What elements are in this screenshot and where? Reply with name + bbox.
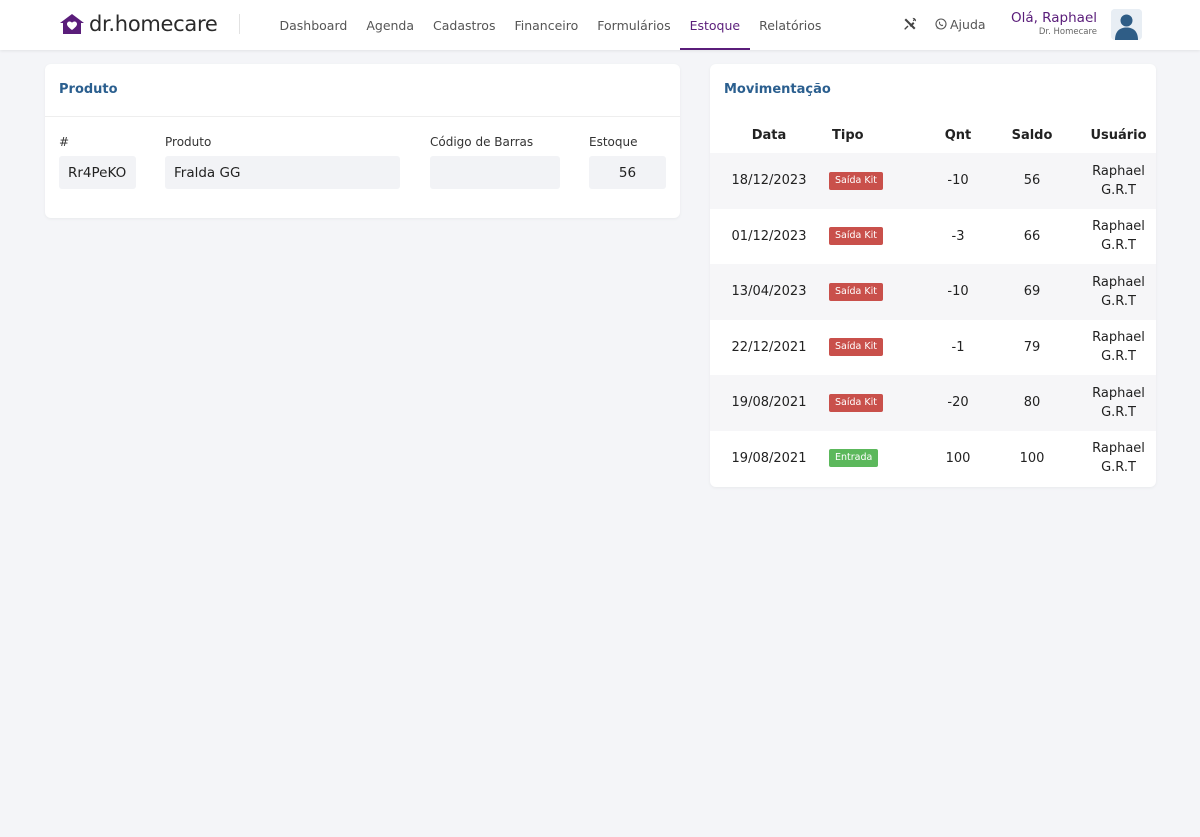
table-header-row: Data Tipo Qnt Saldo Usuário [710,117,1156,153]
column-header-tipo: Tipo [832,127,864,143]
estoque-field[interactable] [589,156,666,189]
nav-item-estoque[interactable]: Estoque [680,0,750,50]
brand-name: dr.homecare [89,12,218,36]
cell-qnt: -1 [951,339,965,355]
barcode-field[interactable] [430,156,560,189]
cell-data: 18/12/2023 [710,153,828,209]
cell-data: 22/12/2021 [731,339,807,355]
user-avatar-icon[interactable] [1111,9,1142,40]
cell-tipo: Saída Kit [828,209,933,265]
cell-tipo: Saída Kit [828,375,933,431]
tools-icon[interactable] [902,16,918,32]
barcode-label: Código de Barras [430,135,534,149]
cell-qnt: -10 [933,264,983,320]
whatsapp-icon [935,18,947,30]
table-row: 13/04/2023 Saída Kit -10 69 Raphael G.R.… [710,264,1156,320]
table-row: 19/08/2021 Saída Kit -20 80 Raphael G.R.… [710,375,1156,431]
card-divider [45,116,680,117]
id-label: # [59,135,70,149]
cell-tipo: Saída Kit [828,264,933,320]
produto-card: Produto # Produto Código de Barras Estoq… [45,64,680,218]
brand-logo[interactable]: dr.homecare [59,11,218,37]
user-company: Dr. Homecare [1038,27,1097,37]
cell-usuario: Raphael G.R.T [1081,375,1156,431]
help-link[interactable]: Ajuda [935,15,986,33]
nav-item-cadastros[interactable]: Cadastros [433,17,496,33]
cell-data: 19/08/2021 [710,375,828,431]
column-header-saldo: Saldo [1011,127,1053,143]
cell-qnt: -10 [933,153,983,209]
top-navbar: dr.homecare Dashboard Agenda Cadastros F… [0,0,1200,50]
nav-item-relatorios[interactable]: Relatórios [759,17,822,33]
status-badge: Entrada [829,449,879,468]
brand-divider [239,14,240,34]
main-nav: Dashboard Agenda Cadastros Financeiro Fo… [270,0,831,50]
nav-item-financeiro[interactable]: Financeiro [514,17,579,33]
cell-data: 13/04/2023 [710,264,828,320]
column-header-usuario: Usuário [1090,127,1147,143]
movimentacao-card: Movimentação Data Tipo Qnt Saldo Usuário… [710,64,1156,487]
movimentacao-card-title: Movimentação [724,82,831,97]
cell-usuario: Raphael G.R.T [1081,264,1156,320]
column-header-qnt: Qnt [944,127,972,143]
cell-saldo: 80 [983,375,1081,431]
cell-tipo: Saída Kit [828,320,933,376]
column-header-data: Data [751,127,787,143]
cell-tipo: Saída Kit [828,153,933,209]
cell-saldo: 79 [1023,339,1041,355]
cell-usuario: Raphael G.R.T [1092,441,1145,476]
produto-label: Produto [165,135,212,149]
user-greeting: Olá, Raphael [1010,10,1097,26]
table-row: 01/12/2023 Saída Kit -3 66 Raphael G.R.T [710,209,1156,265]
cell-saldo: 69 [983,264,1081,320]
nav-item-formularios[interactable]: Formulários [597,17,671,33]
status-badge: Saída Kit [829,171,883,190]
cell-usuario: Raphael G.R.T [1092,330,1145,365]
cell-saldo: 56 [983,153,1081,209]
user-menu[interactable]: Olá, Raphael Dr. Homecare [1011,9,1097,38]
status-badge: Saída Kit [829,282,883,301]
cell-data: 01/12/2023 [731,228,807,244]
nav-item-dashboard[interactable]: Dashboard [279,17,348,33]
produto-field[interactable] [165,156,400,189]
produto-card-title: Produto [59,82,118,97]
id-field[interactable] [59,156,136,189]
cell-qnt: 100 [945,450,971,466]
cell-tipo: Entrada [828,431,933,487]
cell-usuario: Raphael G.R.T [1092,219,1145,254]
movimentacao-table: Data Tipo Qnt Saldo Usuário 18/12/2023 S… [710,117,1156,486]
table-row: 19/08/2021 Entrada 100 100 Raphael G.R.T [710,431,1156,487]
table-row: 22/12/2021 Saída Kit -1 79 Raphael G.R.T [710,320,1156,376]
estoque-label: Estoque [589,135,638,149]
cell-saldo: 66 [1023,228,1041,244]
cell-saldo: 100 [1019,450,1045,466]
table-row: 18/12/2023 Saída Kit -10 56 Raphael G.R.… [710,153,1156,209]
cell-usuario: Raphael G.R.T [1081,153,1156,209]
status-badge: Saída Kit [829,338,883,357]
cell-data: 19/08/2021 [731,450,807,466]
nav-item-agenda[interactable]: Agenda [366,17,415,33]
help-label: Ajuda [950,16,986,32]
status-badge: Saída Kit [829,227,883,246]
house-heart-icon [60,14,84,34]
status-badge: Saída Kit [829,393,883,412]
cell-qnt: -3 [951,228,965,244]
cell-qnt: -20 [933,375,983,431]
